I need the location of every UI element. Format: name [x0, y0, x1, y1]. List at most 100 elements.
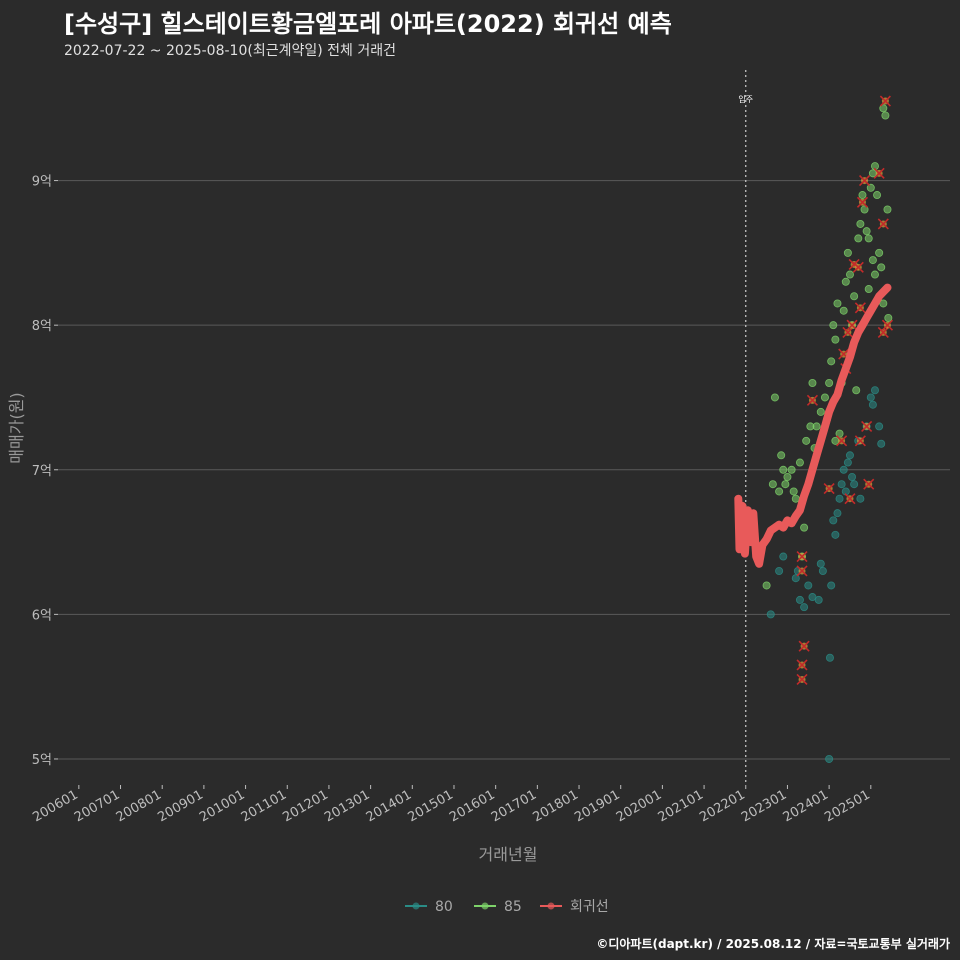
- point-85: [795, 458, 804, 467]
- point-85: [833, 299, 842, 308]
- point-80: [795, 595, 804, 604]
- highlight-cross: [854, 435, 866, 447]
- source-caption: ©디아파트(dapt.kr) / 2025.08.12 / 자료=국토교통부 실…: [596, 937, 950, 951]
- point-85: [816, 407, 825, 416]
- cross-stroke: [863, 478, 875, 490]
- point-85: [791, 494, 800, 503]
- x-tick-label: 201201: [280, 787, 330, 825]
- point-80: [814, 595, 823, 604]
- cross-stroke: [852, 261, 864, 273]
- cross-stroke: [873, 167, 885, 179]
- highlight-cross: [842, 326, 854, 338]
- scatter-points: [762, 104, 893, 763]
- point-85: [860, 205, 869, 214]
- point-80: [833, 509, 842, 518]
- point-85: [800, 523, 809, 532]
- cross-stroke: [806, 394, 819, 406]
- cross-stroke: [858, 175, 871, 187]
- point-80: [816, 559, 825, 568]
- point-80: [800, 603, 809, 612]
- chart-title: [수성구] 힐스테이트황금엘포레 아파트(2022) 회귀선 예측: [64, 10, 672, 38]
- x-tick-label: 200901: [155, 787, 205, 825]
- legend: 80 85 회귀선: [405, 899, 609, 915]
- point-85: [802, 436, 811, 445]
- point-80: [831, 530, 840, 539]
- point-80: [779, 552, 788, 561]
- x-tick-label: 200801: [114, 787, 164, 825]
- point-85: [850, 292, 859, 301]
- point-85: [879, 104, 888, 113]
- point-85: [864, 285, 873, 294]
- point-85: [864, 234, 873, 243]
- cross-stroke: [796, 565, 808, 577]
- point-85: [781, 480, 790, 489]
- point-80: [877, 439, 886, 448]
- highlight-cross: [846, 319, 858, 331]
- point-85: [831, 436, 840, 445]
- point-85: [868, 169, 877, 178]
- legend-dot: [547, 902, 555, 910]
- highlighted-crosses: [796, 95, 894, 686]
- y-tick-label: 5억: [32, 753, 52, 768]
- cross-stroke: [854, 435, 866, 447]
- y-tick-label: 8억: [32, 319, 52, 334]
- legend-label: 회귀선: [570, 899, 609, 915]
- point-85: [875, 248, 884, 257]
- highlight-cross: [861, 420, 873, 432]
- y-tick-label: 6억: [32, 608, 52, 623]
- cross-stroke: [798, 640, 810, 652]
- x-tick-label: 202201: [697, 787, 747, 825]
- cross-stroke: [796, 673, 808, 686]
- point-85: [829, 321, 838, 330]
- y-axis-title: 매매가(원): [7, 392, 26, 463]
- legend-label: 80: [435, 899, 453, 915]
- point-85: [843, 248, 852, 257]
- cross-stroke: [796, 659, 808, 671]
- point-85: [856, 219, 865, 228]
- point-85: [808, 379, 817, 388]
- x-axis-title: 거래년월: [479, 845, 538, 864]
- point-85: [783, 473, 792, 482]
- point-85: [779, 465, 788, 474]
- legend-item-85: 85: [474, 899, 522, 915]
- point-80: [848, 473, 857, 482]
- highlight-cross: [796, 673, 808, 686]
- x-tick-label: 201701: [489, 787, 539, 825]
- chart-subtitle: 2022-07-22 ~ 2025-08-10(최근계약일) 전체 거래건: [64, 43, 396, 59]
- point-80: [843, 458, 852, 467]
- point-85: [881, 111, 890, 120]
- regression-line: [734, 283, 892, 568]
- point-80: [850, 480, 859, 489]
- highlight-cross: [877, 326, 889, 338]
- highlight-cross: [823, 483, 835, 495]
- y-tick-label: 7억: [32, 464, 52, 479]
- point-85: [812, 422, 821, 431]
- point-85: [879, 299, 888, 308]
- point-85: [768, 480, 777, 489]
- highlight-cross: [798, 640, 810, 652]
- point-80: [868, 400, 877, 409]
- point-85: [870, 270, 879, 279]
- cross-stroke: [879, 95, 891, 107]
- point-85: [841, 277, 850, 286]
- cross-stroke: [842, 326, 854, 338]
- cross-stroke: [848, 258, 860, 271]
- legend-item-80: 80: [405, 899, 453, 915]
- highlight-cross: [863, 478, 875, 490]
- x-tick-label: 201801: [531, 787, 581, 825]
- regression-line-group: [734, 283, 892, 568]
- highlight-cross: [796, 550, 808, 563]
- cross-stroke: [877, 218, 889, 230]
- highlight-cross: [877, 218, 889, 230]
- x-tick-label: 202501: [822, 787, 872, 825]
- x-tick-label: 202001: [614, 787, 664, 825]
- point-80: [804, 581, 813, 590]
- legend-label: 85: [504, 899, 522, 915]
- highlight-cross: [858, 175, 871, 187]
- cross-stroke: [838, 348, 850, 360]
- cross-stroke: [854, 302, 866, 314]
- cross-stroke: [846, 319, 858, 331]
- point-85: [873, 191, 882, 200]
- y-tick-label: 9억: [32, 175, 52, 190]
